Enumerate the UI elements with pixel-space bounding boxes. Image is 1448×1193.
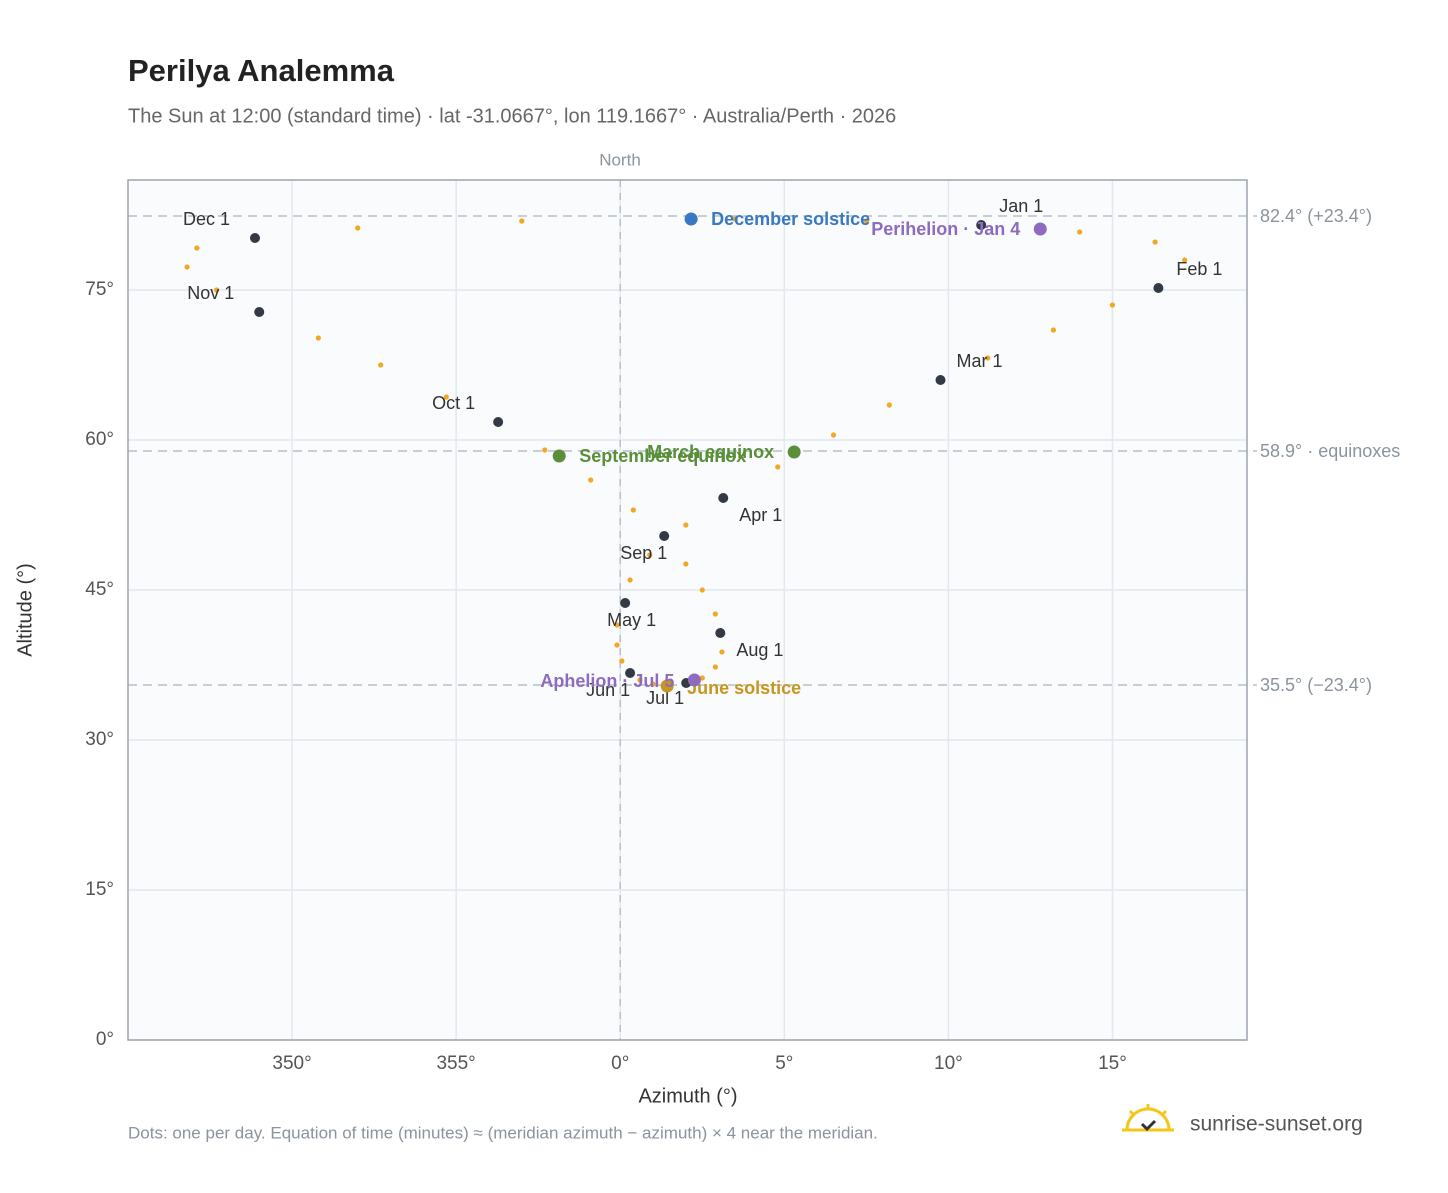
day-dot	[614, 642, 620, 648]
event-label: September equinox	[579, 446, 746, 466]
footnote: Dots: one per day. Equation of time (min…	[128, 1123, 878, 1142]
event-marker	[684, 212, 698, 226]
event-marker	[687, 673, 701, 687]
month-marker	[718, 493, 729, 503]
month-label: Jun 1	[586, 680, 630, 700]
day-dot	[775, 464, 781, 470]
month-label: Feb 1	[1176, 259, 1222, 279]
event-marker	[552, 449, 566, 463]
plot-frame	[127, 179, 1248, 1041]
day-dot	[712, 611, 718, 617]
month-marker	[935, 375, 946, 385]
plot-background	[128, 180, 1247, 1040]
month-marker	[493, 417, 504, 427]
day-dot	[1109, 302, 1116, 308]
day-dot	[886, 402, 892, 408]
day-dot	[614, 622, 620, 628]
month-marker	[625, 668, 636, 678]
y-tick-label: 30°	[85, 729, 114, 750]
y-tick-label: 15°	[85, 879, 114, 900]
day-dot	[719, 649, 725, 655]
day-dot	[378, 362, 384, 368]
month-marker	[620, 598, 631, 608]
chart-title: Perilya Analemma	[128, 53, 395, 88]
month-label: Apr 1	[739, 505, 782, 525]
event-label: March equinox	[647, 442, 774, 462]
y-tick-label: 60°	[85, 429, 114, 450]
month-label: Mar 1	[957, 351, 1003, 371]
reference-label: 35.5° (−23.4°)	[1260, 675, 1372, 695]
day-dot	[650, 681, 656, 687]
y-axis-label: Altitude (°)	[14, 563, 36, 657]
month-label: Aug 1	[736, 640, 783, 660]
event-label: Perihelion · Jan 4	[871, 219, 1020, 239]
day-dot	[732, 216, 738, 222]
reference-label: 58.9° · equinoxes	[1260, 441, 1400, 461]
day-dot	[699, 675, 705, 681]
day-dot	[315, 335, 321, 341]
brand-logo	[1122, 1104, 1174, 1132]
month-label: May 1	[607, 610, 656, 630]
day-dot	[863, 218, 869, 224]
month-label: Oct 1	[432, 393, 475, 413]
day-dot	[214, 287, 220, 293]
day-dot	[443, 394, 449, 400]
day-dot	[619, 658, 625, 664]
day-dot	[637, 677, 643, 683]
month-label: Jul 1	[646, 688, 684, 708]
month-label: Sep 1	[620, 543, 667, 563]
day-dot	[630, 507, 636, 513]
month-marker	[254, 307, 265, 317]
day-dot	[830, 432, 837, 438]
x-axis-label: Azimuth (°)	[638, 1085, 737, 1107]
month-marker	[659, 531, 670, 541]
event-label: Aphelion · Jul 5	[540, 671, 674, 691]
reference-label: 82.4° (+23.4°)	[1260, 206, 1372, 226]
event-marker	[1033, 222, 1047, 236]
y-tick-label: 75°	[85, 279, 114, 300]
month-label: Jan 1	[999, 196, 1043, 216]
day-dot	[588, 477, 594, 483]
day-dot	[699, 587, 705, 593]
day-dot	[1050, 327, 1056, 333]
month-label: Nov 1	[187, 283, 234, 303]
day-dot	[519, 218, 525, 224]
day-dot	[712, 664, 718, 670]
x-tick-label: 355°	[436, 1053, 475, 1074]
event-marker	[660, 679, 674, 693]
day-dot	[647, 552, 653, 558]
day-dot	[542, 447, 548, 453]
north-label: North	[599, 150, 641, 169]
day-dot	[683, 522, 689, 528]
day-dot	[194, 245, 200, 251]
day-dot	[1182, 257, 1188, 263]
y-tick-label: 0°	[96, 1029, 114, 1050]
day-dot	[1077, 229, 1083, 235]
y-tick-label: 45°	[85, 579, 114, 600]
event-label: June solstice	[687, 678, 801, 698]
x-tick-label: 15°	[1098, 1053, 1127, 1074]
day-dot	[985, 355, 991, 361]
day-dot	[355, 225, 361, 231]
day-dot	[627, 577, 633, 583]
brand-text: sunrise-sunset.org	[1190, 1113, 1363, 1136]
day-dot	[184, 264, 190, 270]
event-label: December solstice	[711, 209, 870, 229]
x-tick-label: 350°	[272, 1053, 311, 1074]
x-tick-label: 5°	[775, 1053, 793, 1074]
month-marker	[976, 220, 987, 230]
x-tick-label: 10°	[934, 1053, 963, 1074]
chart-subtitle: The Sun at 12:00 (standard time) · lat -…	[128, 105, 896, 127]
day-dot	[1152, 239, 1158, 245]
month-marker	[1153, 283, 1164, 293]
event-marker	[787, 445, 801, 459]
x-tick-label: 0°	[611, 1053, 629, 1074]
month-marker	[249, 233, 260, 243]
month-label: Dec 1	[183, 209, 230, 229]
month-marker	[715, 628, 726, 638]
day-dot	[683, 561, 689, 567]
